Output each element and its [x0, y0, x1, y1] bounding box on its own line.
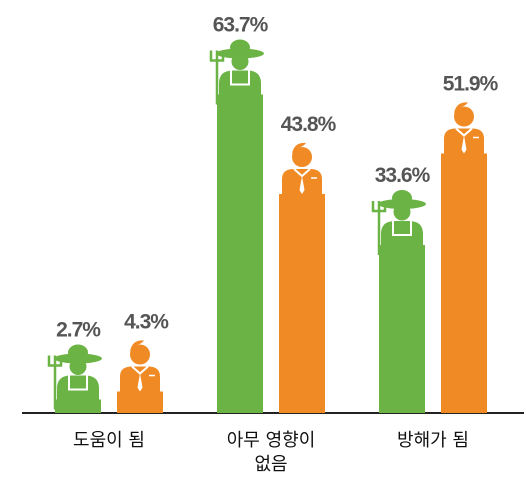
farmer-icon — [209, 39, 264, 105]
body — [57, 375, 99, 401]
crown — [68, 344, 88, 361]
businessman-icon — [444, 102, 484, 155]
body — [381, 221, 423, 246]
tie — [137, 373, 143, 392]
crown — [392, 190, 412, 206]
x-tick-label: 방해가 됨 — [397, 430, 469, 451]
hair — [130, 340, 144, 352]
farmer-icon — [371, 190, 426, 255]
body — [219, 70, 261, 96]
head — [454, 106, 474, 127]
overalls — [68, 375, 88, 391]
tie — [461, 135, 467, 154]
x-tick-label: 없음 — [254, 454, 287, 475]
businessman-icon — [282, 142, 322, 195]
overalls — [392, 221, 412, 236]
value-label: 51.9% — [443, 73, 499, 96]
bar — [279, 194, 325, 413]
hair — [454, 102, 468, 114]
head — [130, 344, 150, 365]
value-label: 43.8% — [281, 113, 337, 136]
overalls — [230, 70, 250, 86]
bar — [117, 391, 163, 413]
head — [292, 147, 312, 167]
crown — [230, 39, 250, 56]
value-label: 33.6% — [375, 164, 431, 187]
bar — [379, 245, 425, 413]
tie — [299, 176, 305, 194]
businessman-icon — [120, 340, 160, 393]
bar — [55, 399, 101, 413]
value-label: 4.3% — [124, 311, 169, 334]
x-tick-label: 도움이 됨 — [73, 430, 145, 451]
farmer-icon — [47, 344, 102, 410]
value-label: 63.7% — [213, 14, 269, 37]
x-tick-label: 아무 영향이 — [227, 430, 316, 451]
bar — [441, 153, 487, 413]
bar — [217, 94, 263, 413]
hair — [292, 142, 306, 154]
value-label: 2.7% — [56, 319, 101, 342]
